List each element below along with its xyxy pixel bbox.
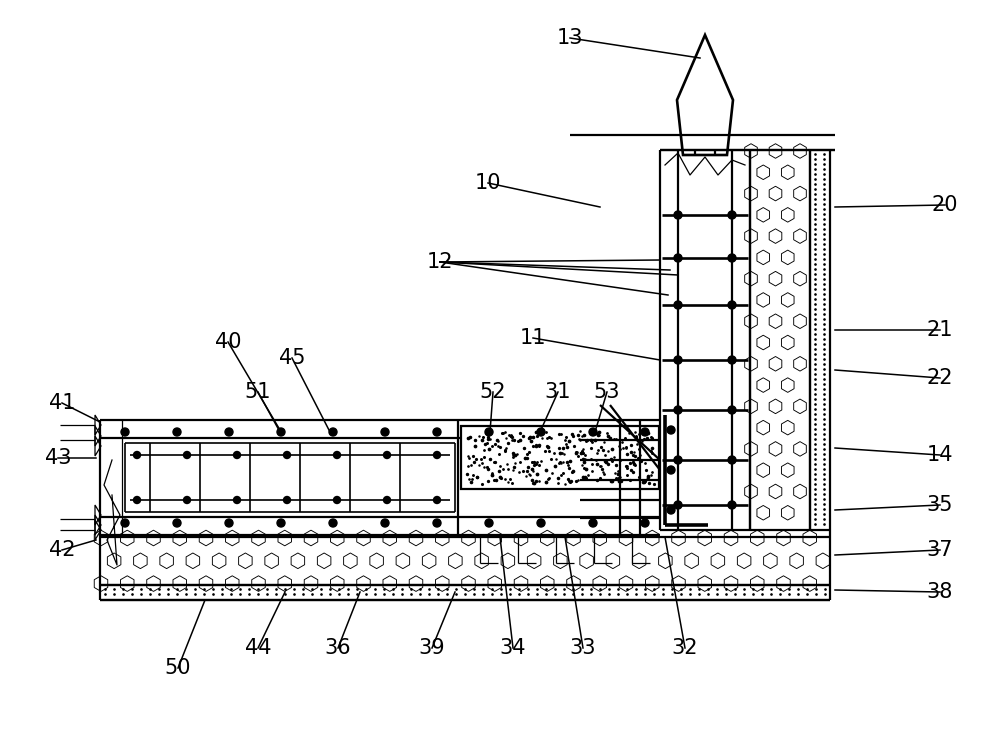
Circle shape [728, 301, 736, 309]
Text: 41: 41 [49, 393, 75, 413]
Text: 13: 13 [557, 28, 583, 48]
Circle shape [234, 452, 240, 458]
Text: 21: 21 [927, 320, 953, 340]
Circle shape [667, 506, 675, 514]
Circle shape [234, 497, 240, 503]
Circle shape [134, 452, 140, 458]
Circle shape [674, 501, 682, 509]
Circle shape [728, 406, 736, 414]
Circle shape [173, 519, 181, 527]
Text: 11: 11 [520, 328, 546, 348]
Circle shape [184, 452, 190, 458]
Circle shape [277, 428, 285, 436]
Circle shape [433, 428, 441, 436]
Circle shape [667, 466, 675, 474]
Circle shape [667, 426, 675, 434]
Text: 22: 22 [927, 368, 953, 388]
Circle shape [384, 452, 390, 458]
Circle shape [674, 301, 682, 309]
Text: 53: 53 [594, 382, 620, 402]
Circle shape [728, 211, 736, 219]
Circle shape [728, 356, 736, 364]
Circle shape [641, 428, 649, 436]
Text: 51: 51 [245, 382, 271, 402]
Text: 45: 45 [279, 348, 305, 368]
Circle shape [334, 497, 340, 503]
Text: 35: 35 [927, 495, 953, 515]
Circle shape [384, 497, 390, 503]
Circle shape [225, 519, 233, 527]
Circle shape [537, 519, 545, 527]
Text: 37: 37 [927, 540, 953, 560]
Circle shape [728, 456, 736, 464]
Circle shape [381, 519, 389, 527]
Circle shape [277, 519, 285, 527]
Circle shape [381, 428, 389, 436]
Circle shape [225, 428, 233, 436]
Circle shape [284, 497, 290, 503]
Circle shape [641, 519, 649, 527]
Text: 10: 10 [475, 173, 501, 193]
Text: 32: 32 [672, 638, 698, 658]
Text: 43: 43 [45, 448, 71, 468]
Text: 42: 42 [49, 540, 75, 560]
Circle shape [728, 254, 736, 262]
Circle shape [184, 497, 190, 503]
Circle shape [537, 428, 545, 436]
Text: 36: 36 [325, 638, 351, 658]
Circle shape [434, 497, 440, 503]
Text: 38: 38 [927, 582, 953, 602]
Circle shape [173, 428, 181, 436]
Text: 40: 40 [215, 332, 241, 352]
Circle shape [674, 356, 682, 364]
Circle shape [674, 456, 682, 464]
Text: 39: 39 [419, 638, 445, 658]
Text: 52: 52 [480, 382, 506, 402]
Circle shape [284, 452, 290, 458]
Bar [461, 426, 659, 489]
Circle shape [589, 519, 597, 527]
Text: 44: 44 [245, 638, 271, 658]
Circle shape [329, 428, 337, 436]
Circle shape [121, 428, 129, 436]
Circle shape [334, 452, 340, 458]
Text: 14: 14 [927, 445, 953, 465]
Circle shape [485, 519, 493, 527]
Text: 12: 12 [427, 252, 453, 272]
Circle shape [329, 519, 337, 527]
Circle shape [121, 519, 129, 527]
Text: 34: 34 [500, 638, 526, 658]
Text: 33: 33 [570, 638, 596, 658]
Circle shape [674, 406, 682, 414]
Text: 31: 31 [545, 382, 571, 402]
Text: 20: 20 [932, 195, 958, 215]
Circle shape [434, 452, 440, 458]
Circle shape [728, 501, 736, 509]
Circle shape [674, 254, 682, 262]
Circle shape [674, 211, 682, 219]
Circle shape [134, 497, 140, 503]
Text: 50: 50 [165, 658, 191, 678]
Circle shape [589, 428, 597, 436]
Circle shape [485, 428, 493, 436]
Circle shape [433, 519, 441, 527]
